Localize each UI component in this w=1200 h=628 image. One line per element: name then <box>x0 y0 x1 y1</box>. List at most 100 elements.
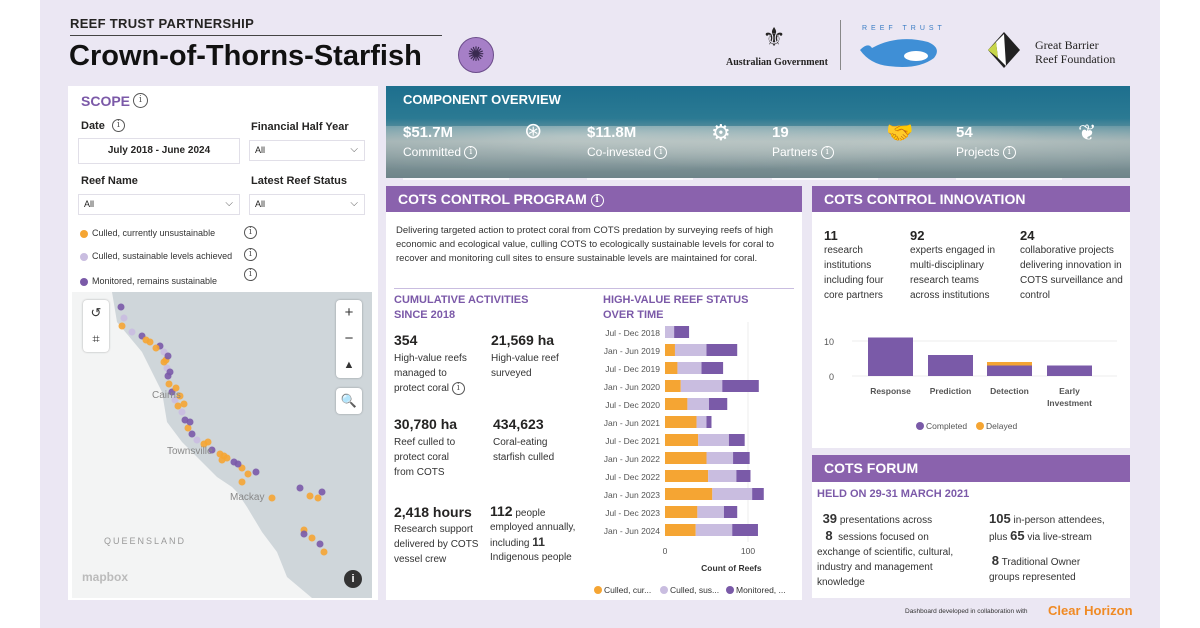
info-icon[interactable]: i <box>112 119 125 132</box>
reef-point <box>164 352 172 360</box>
stat-people: 112 people employed annually, including 11… <box>490 503 576 563</box>
starfish-icon: ✺ <box>458 37 494 73</box>
reef-point <box>152 344 160 352</box>
compass-button[interactable]: ▲ <box>343 359 355 371</box>
reef-point <box>174 402 182 410</box>
reef-points <box>117 303 328 556</box>
reef-point <box>188 430 196 438</box>
coral-image <box>386 126 1130 178</box>
bar-segment <box>733 452 750 464</box>
category-label: Detection <box>990 386 1029 396</box>
reef-point <box>308 534 316 542</box>
map-zoom-controls: + − ▲ <box>336 300 362 378</box>
scope-title: SCOPE <box>81 93 131 109</box>
stat-reefs-managed: 354 High-value reefs managed to protect c… <box>394 332 467 395</box>
bar-segment <box>665 362 678 374</box>
reef-point <box>120 314 128 322</box>
map-info-icon[interactable]: i <box>344 570 362 588</box>
component-overview-panel: COMPONENT OVERVIEW $51.7M Committed i ⊛ $… <box>386 86 1130 180</box>
date-range-input[interactable]: July 2018 - June 2024 <box>78 138 240 164</box>
forum-date: HELD ON 29-31 MARCH 2021 <box>817 488 970 500</box>
program-description: Delivering targeted action to protect co… <box>396 225 775 264</box>
bar-segment <box>708 470 737 482</box>
reef-point <box>316 540 324 548</box>
stat-reef-culled: 30,780 ha Reef culled to protect coral fr… <box>394 416 458 478</box>
reef-point <box>180 400 188 408</box>
bar-segment <box>665 470 709 482</box>
page-title: Crown-of-Thorns-Starfish <box>69 40 422 72</box>
bar-segment <box>665 434 699 446</box>
bar-segment <box>728 434 745 446</box>
reef-point <box>320 548 328 556</box>
kpi-committed: $51.7M Committed i <box>403 124 509 180</box>
axis-label: Count of Reefs <box>701 563 762 573</box>
legend-marker <box>660 586 668 594</box>
bar-segment <box>665 326 675 338</box>
whale-logo-icon <box>860 39 937 67</box>
reef-map[interactable]: Cairns Townsville Mackay QUEENSLAND ↺ ⌗ +… <box>72 292 372 598</box>
category-label: Jul - Dec 2023 <box>605 508 660 518</box>
bar-segment <box>928 355 973 376</box>
zoom-out-button[interactable]: − <box>344 330 354 347</box>
scope-panel: SCOPE i Date i July 2018 - June 2024 Fin… <box>68 86 378 600</box>
reef-point <box>296 484 304 492</box>
bar-segment <box>674 326 690 338</box>
info-icon[interactable]: i <box>244 226 257 239</box>
reef-point <box>300 530 308 538</box>
innovation-chart: 0 10 Response Prediction Detection Early Inves… <box>824 337 1117 431</box>
logo-divider <box>840 20 841 70</box>
info-icon[interactable]: i <box>133 93 148 108</box>
reef-point <box>172 384 180 392</box>
reef-point <box>306 492 314 500</box>
place-label: Cairns <box>152 390 181 401</box>
info-icon[interactable]: i <box>244 268 257 281</box>
forum-header: COTS FORUM <box>812 455 1130 482</box>
info-icon[interactable]: i <box>244 248 257 261</box>
legend-monitored: Monitored, remains sustainable <box>80 276 217 286</box>
reef-point <box>314 494 322 502</box>
legend-label: Culled, sus... <box>670 585 719 595</box>
kpi-projects: 54 Projects i <box>956 124 1062 180</box>
status-dropdown[interactable]: All ⌵ <box>249 194 365 215</box>
stat-starfish-culled: 434,623 Coral-eating starfish culled <box>493 416 555 463</box>
bar-segment <box>665 398 688 410</box>
bar-segment <box>708 398 728 410</box>
bar-segment <box>723 506 738 518</box>
bar-segment <box>752 488 764 500</box>
lasso-icon[interactable]: ↺ <box>90 305 102 320</box>
reef-point <box>128 328 136 336</box>
zoom-in-button[interactable]: + <box>344 304 354 321</box>
forum-presentations: 39 presentations across 8 sessions focus… <box>817 511 954 588</box>
footer-text: Dashboard developed in collaboration wit… <box>905 608 1028 615</box>
info-icon[interactable]: i <box>451 381 465 395</box>
category-label: Jan - Jun 2023 <box>604 490 661 500</box>
fhy-dropdown[interactable]: All ⌵ <box>249 140 365 161</box>
bar-segment <box>680 380 723 392</box>
reef-name-label: Reef Name <box>81 175 138 187</box>
map-land <box>72 292 312 598</box>
tick-label: 0 <box>829 372 834 382</box>
gbrf-logo-text: Great Barrier Reef Foundation <box>1035 38 1116 66</box>
rect-select-icon[interactable]: ⌗ <box>92 331 100 346</box>
bar-segment <box>736 470 751 482</box>
innovation-header: COTS CONTROL INNOVATION <box>812 186 1130 212</box>
reef-point <box>244 470 252 478</box>
category-label: Jan - Jun 2021 <box>604 418 661 428</box>
program-panel: COTS CONTROL PROGRAM i Delivering target… <box>386 186 802 600</box>
legend-label: Completed <box>926 421 967 431</box>
reef-point <box>171 396 179 404</box>
bar-segment <box>706 344 738 356</box>
stat-projects: 24 collaborative projects delivering inno… <box>1020 228 1123 301</box>
clear-horizon-logo: Clear Horizon <box>1048 603 1133 618</box>
reef-point <box>218 456 226 464</box>
kicker: REEF TRUST PARTNERSHIP <box>70 16 255 31</box>
reef-status-chart: Jul - Dec 2018 Jan - Jun 2019 Jul - Dec 20… <box>594 322 786 595</box>
category-label: Response <box>870 386 911 396</box>
category-label: Jul - Dec 2021 <box>605 436 660 446</box>
bar-segment <box>665 380 681 392</box>
reef-name-dropdown[interactable]: All ⌵ <box>78 194 240 215</box>
reef-status-title: HIGH-VALUE REEF STATUS OVER TIME <box>603 294 749 321</box>
map-search-button[interactable]: 🔍 <box>336 388 362 414</box>
bar-segment <box>732 524 758 536</box>
reef-point <box>268 494 276 502</box>
